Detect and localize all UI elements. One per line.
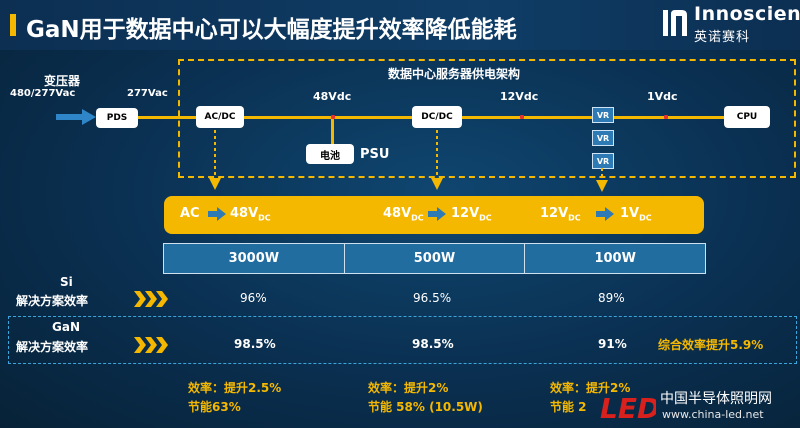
acdc-box: AC/DC [196,106,244,128]
svg-text:LED: LED [600,392,656,424]
battery-box: 电池 [306,144,354,164]
transformer-voltage: 480/277Vac [10,88,76,99]
conv-3-to: 1VDC [620,206,652,223]
si-chevron-icon [134,291,168,307]
conv-1-to: 48VDC [230,206,271,223]
gan-label-line2: 解决方案效率 [16,340,89,354]
conv-2-from: 48VDC [383,206,424,223]
watermark-cn: 中国半导体照明网 [660,391,772,407]
power-table: 3000W 500W 100W [163,243,706,274]
page-title: GaN用于数据中心可以大幅度提升效率降低能耗 [26,17,517,43]
rail-48vdc [244,116,412,119]
rail-battery [331,118,334,146]
si-value-1: 96% [240,291,267,305]
rail-277vac [138,116,196,119]
led-logo-icon: LED [600,392,656,424]
bus-48-label: 48Vdc [313,90,352,103]
gain-2-save: 节能 58% (10.5W) [368,400,483,414]
rail-12vdc [462,116,594,119]
down-arrow-acdc-icon [209,130,221,190]
transformer-label: 变压器 [44,74,81,88]
conv-1-arrow-icon [208,207,226,221]
overall-gain: 综合效率提升5.9% [658,338,764,352]
title-accent [10,14,16,36]
gain-1-eff: 效率：提升2.5% [188,381,282,395]
gain-3-eff: 效率：提升2% [550,381,631,395]
si-value-3: 89% [598,291,625,305]
gan-chevron-icon [134,337,168,353]
conv-2-arrow-icon [428,207,446,221]
watermark: LED 中国半导体照明网 www.china-led.net [600,384,800,428]
line-voltage: 277Vac [127,88,168,99]
bus-12-label: 12Vdc [500,90,539,103]
gain-2-eff: 效率：提升2% [368,381,449,395]
rail-1vdc [612,116,724,119]
vr-box-3: VR [592,153,614,169]
power-cell-2: 500W [343,244,525,273]
gan-label-line1: GaN [52,320,80,334]
pds-box: PDS [96,108,138,128]
si-label-line2: 解决方案效率 [16,294,89,308]
tap-12v [520,115,524,119]
innoscience-logo-icon [663,10,687,36]
logo-name: Innoscience [694,3,800,25]
psu-label: PSU [360,147,390,162]
tap-1v [664,115,668,119]
vr-box-2: VR [592,130,614,146]
gan-value-3: 91% [598,337,627,351]
cpu-box: CPU [724,106,770,128]
gain-3-save: 节能 2 [550,400,587,414]
frame-title: 数据中心服务器供电架构 [388,67,521,81]
si-label-line1: Si [60,275,73,289]
watermark-url: www.china-led.net [662,408,764,421]
tap-48v [331,115,335,119]
down-arrow-vr-icon [596,168,608,192]
power-cell-1: 3000W [228,251,280,266]
gan-row-frame [8,316,797,364]
dcdc-box: DC/DC [412,106,462,128]
input-arrow-icon [56,109,96,125]
gan-value-1: 98.5% [234,337,276,351]
vr-box-1: VR [592,107,614,123]
power-cell-3: 100W [524,244,705,273]
bus-1-label: 1Vdc [647,90,678,103]
gain-1-save: 节能63% [188,400,241,414]
si-value-2: 96.5% [413,291,452,305]
logo-subtitle: 英诺赛科 [694,30,751,45]
conv-3-arrow-icon [596,207,614,221]
conv-1-from: AC [180,206,200,221]
gan-value-2: 98.5% [412,337,454,351]
down-arrow-dcdc-icon [431,130,443,190]
conv-2-to: 12VDC [451,206,492,223]
conv-3-from: 12VDC [540,206,581,223]
